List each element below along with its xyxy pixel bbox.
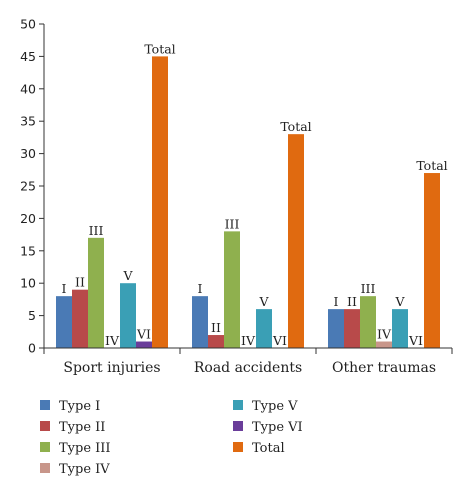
bar-type-iii (88, 237, 104, 348)
axes (43, 24, 453, 354)
bar-label: III (361, 281, 376, 296)
bar-total (288, 134, 304, 348)
legend-swatch (40, 463, 50, 473)
legend-label: Type I (59, 399, 100, 414)
bar-label: Total (416, 158, 447, 173)
bar-type-ii (344, 309, 360, 348)
bar-type-ii (72, 289, 88, 348)
bar-type-v (256, 309, 272, 348)
legend-swatch (40, 442, 50, 452)
category-label: Sport injuries (63, 360, 160, 376)
bar-label: V (122, 268, 133, 283)
legend-label: Type V (252, 399, 298, 414)
y-tick-label: 30 (20, 146, 36, 161)
bar-label: Total (280, 119, 311, 134)
bar-label: II (347, 294, 357, 309)
legend-label: Type IV (59, 462, 110, 477)
y-tick-label: 10 (20, 276, 36, 291)
bar-type-v (392, 309, 408, 348)
bar-label: VI (272, 333, 287, 348)
bar-type-iii (224, 231, 240, 348)
bar-label: III (225, 216, 240, 231)
bar-label: IV (241, 333, 256, 348)
category-label: Other traumas (332, 360, 436, 376)
legend-swatch (233, 421, 243, 431)
y-tick-label: 25 (20, 179, 36, 194)
bar-type-iv (376, 341, 392, 348)
bar-label: IV (105, 333, 120, 348)
bar-label: VI (136, 327, 151, 342)
bar-type-i (56, 296, 72, 348)
bar-label: VI (408, 333, 423, 348)
bar-label: II (211, 320, 221, 335)
bar-label: V (258, 294, 269, 309)
bar-series (56, 56, 440, 349)
category-label: Road accidents (194, 360, 302, 376)
bar-type-ii (208, 335, 224, 348)
bar-label: I (62, 281, 67, 296)
bar-type-vi (136, 341, 152, 348)
bar-label: III (89, 223, 104, 238)
bar-type-i (328, 309, 344, 348)
y-tick-label: 35 (20, 114, 36, 129)
legend: Type I Type V Type II Type VI Type III Total T… (40, 399, 303, 477)
legend-label: Type III (59, 441, 111, 456)
bar-type-v (120, 283, 136, 348)
bar-type-i (192, 296, 208, 348)
bar-label: II (75, 275, 85, 290)
legend-swatch (233, 442, 243, 452)
legend-label: Type II (59, 420, 105, 435)
legend-label: Total (252, 441, 285, 456)
y-axis-ticks: 0 5 10 15 20 25 30 35 40 45 50 (20, 17, 44, 356)
y-tick-label: 20 (20, 211, 36, 226)
y-tick-label: 15 (20, 243, 36, 258)
y-tick-label: 40 (20, 81, 36, 96)
legend-swatch (233, 400, 243, 410)
bar-label: I (334, 294, 339, 309)
category-labels: Sport injuries Road accidents Other trauma… (63, 360, 436, 376)
bar-label: Total (144, 41, 175, 56)
legend-swatch (40, 400, 50, 410)
y-tick-label: 50 (20, 17, 36, 32)
y-tick-label: 0 (28, 341, 36, 356)
y-tick-label: 45 (20, 49, 36, 64)
bar-total (424, 173, 440, 348)
bar-total (152, 56, 168, 349)
y-tick-label: 5 (28, 308, 36, 323)
bar-label: I (198, 281, 203, 296)
bar-type-iii (360, 296, 376, 348)
bar-label: V (394, 294, 405, 309)
legend-swatch (40, 421, 50, 431)
bar-label: IV (377, 327, 392, 342)
legend-label: Type VI (252, 420, 303, 435)
